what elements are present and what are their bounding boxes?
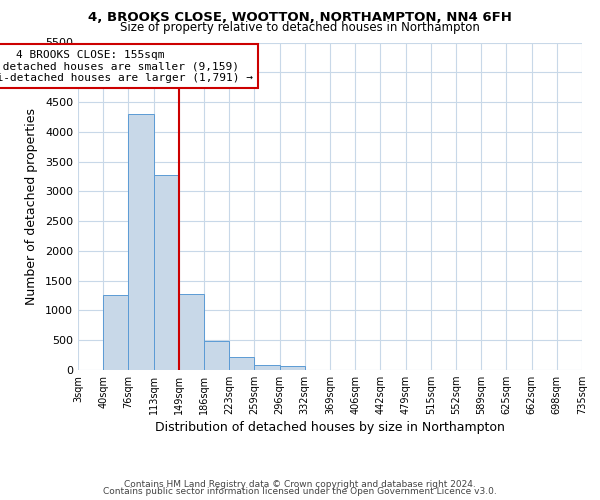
Y-axis label: Number of detached properties: Number of detached properties [25, 108, 38, 304]
Text: 4, BROOKS CLOSE, WOOTTON, NORTHAMPTON, NN4 6FH: 4, BROOKS CLOSE, WOOTTON, NORTHAMPTON, N… [88, 11, 512, 24]
Bar [103, 295, 128, 370]
Bar [280, 366, 305, 370]
Text: Contains public sector information licensed under the Open Government Licence v3: Contains public sector information licen… [103, 487, 497, 496]
Text: Size of property relative to detached houses in Northampton: Size of property relative to detached ho… [120, 21, 480, 34]
Text: 4 BROOKS CLOSE: 155sqm
← 84% of detached houses are smaller (9,159)
16% of semi-: 4 BROOKS CLOSE: 155sqm ← 84% of detached… [0, 50, 253, 83]
Bar [128, 114, 154, 370]
X-axis label: Distribution of detached houses by size in Northampton: Distribution of detached houses by size … [155, 422, 505, 434]
Bar [229, 358, 254, 370]
Text: Contains HM Land Registry data © Crown copyright and database right 2024.: Contains HM Land Registry data © Crown c… [124, 480, 476, 489]
Bar [254, 364, 280, 370]
Bar [154, 174, 179, 370]
Bar [179, 294, 204, 370]
Bar [204, 342, 229, 370]
